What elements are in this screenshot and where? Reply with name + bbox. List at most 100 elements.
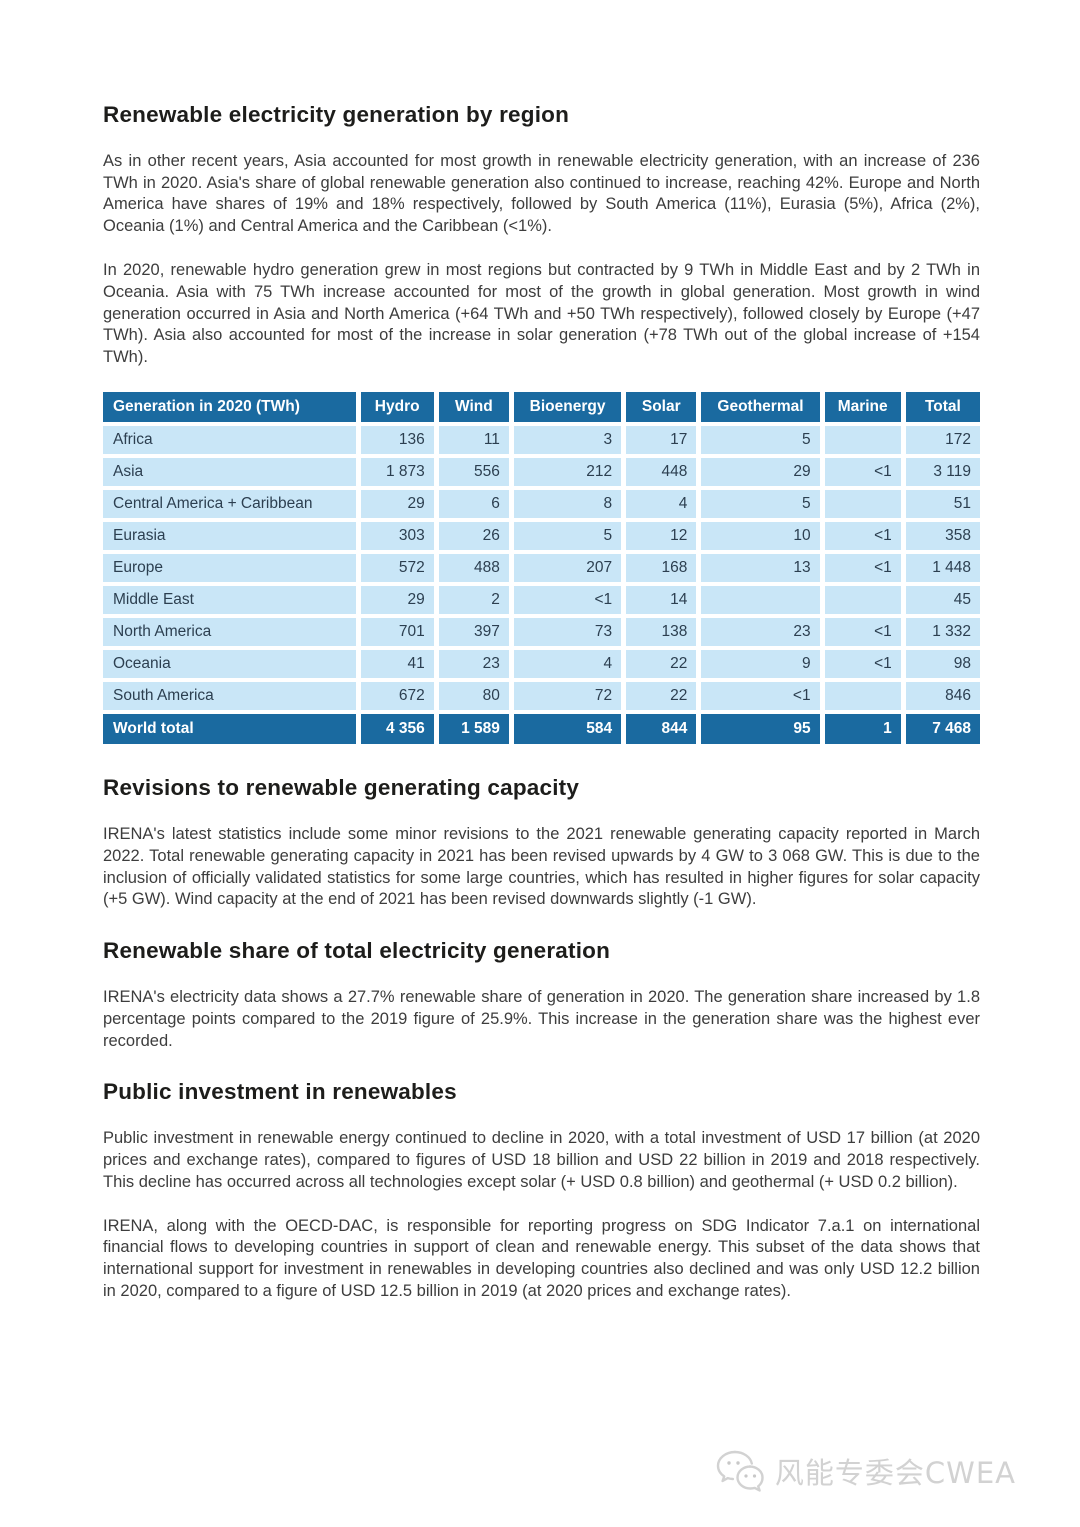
value-cell: 41: [360, 650, 434, 679]
value-cell: 448: [626, 458, 697, 487]
total-value-cell: 95: [701, 714, 820, 745]
value-cell: 138: [626, 618, 697, 647]
value-cell: 17: [626, 426, 697, 455]
column-header: Generation in 2020 (TWh): [103, 392, 356, 423]
column-header: Geothermal: [701, 392, 820, 423]
value-cell: [701, 586, 820, 615]
value-cell: 5: [701, 490, 820, 519]
value-cell: 22: [626, 650, 697, 679]
table-row: Asia 1 873 556 212 448 29 <1 3 119: [103, 458, 980, 487]
value-cell: 23: [438, 650, 509, 679]
table-row: Europe 572 488 207 168 13 <1 1 448: [103, 554, 980, 583]
value-cell: 98: [905, 650, 980, 679]
value-cell: 303: [360, 522, 434, 551]
value-cell: 672: [360, 682, 434, 711]
value-cell: 488: [438, 554, 509, 583]
value-cell: 26: [438, 522, 509, 551]
table-row: South America 672 80 72 22 <1 846: [103, 682, 980, 711]
table-row: Eurasia 303 26 5 12 10 <1 358: [103, 522, 980, 551]
value-cell: <1: [701, 682, 820, 711]
value-cell: 572: [360, 554, 434, 583]
region-cell: Europe: [103, 554, 356, 583]
value-cell: <1: [824, 458, 901, 487]
value-cell: <1: [824, 618, 901, 647]
wechat-icon: [715, 1449, 767, 1493]
value-cell: <1: [513, 586, 622, 615]
value-cell: [824, 682, 901, 711]
table-head: Generation in 2020 (TWh) Hydro Wind Bioener…: [103, 392, 980, 423]
value-cell: 136: [360, 426, 434, 455]
value-cell: 72: [513, 682, 622, 711]
region-cell: Middle East: [103, 586, 356, 615]
region-cell: Central America + Caribbean: [103, 490, 356, 519]
investment-paragraph-1: Public investment in renewable energy co…: [103, 1129, 980, 1191]
value-cell: 80: [438, 682, 509, 711]
region-cell: South America: [103, 682, 356, 711]
value-cell: 29: [360, 490, 434, 519]
section-heading-revisions: Revisions to renewable generating capaci…: [103, 775, 580, 801]
table-row: Oceania 41 23 4 22 9 <1 98: [103, 650, 980, 679]
generation-table-wrap: Generation in 2020 (TWh) Hydro Wind Bioener…: [103, 388, 980, 748]
value-cell: 3 119: [905, 458, 980, 487]
value-cell: 14: [626, 586, 697, 615]
table-total-row: World total 4 356 1 589 584 844 95 1 7 468: [103, 714, 980, 745]
revisions-paragraph: IRENA's latest statistics include some m…: [103, 824, 980, 909]
value-cell: 8: [513, 490, 622, 519]
column-header: Solar: [626, 392, 697, 423]
value-cell: 5: [701, 426, 820, 455]
watermark-text: 风能专委会CWEA: [774, 1456, 1016, 1490]
region-cell: Africa: [103, 426, 356, 455]
column-header: Bioenergy: [513, 392, 622, 423]
region-paragraph-2: In 2020, renewable hydro generation grew…: [103, 261, 980, 367]
value-cell: 10: [701, 522, 820, 551]
total-label-cell: World total: [103, 714, 356, 745]
value-cell: 11: [438, 426, 509, 455]
region-cell: Asia: [103, 458, 356, 487]
investment-paragraph-2: IRENA, along with the OECD-DAC, is respo…: [103, 1216, 980, 1301]
total-value-cell: 1: [824, 714, 901, 745]
column-header: Total: [905, 392, 980, 423]
value-cell: 45: [905, 586, 980, 615]
total-value-cell: 7 468: [905, 714, 980, 745]
value-cell: 29: [701, 458, 820, 487]
value-cell: 2: [438, 586, 509, 615]
value-cell: 12: [626, 522, 697, 551]
generation-table: Generation in 2020 (TWh) Hydro Wind Bioener…: [98, 388, 985, 748]
table-row: Central America + Caribbean 29 6 8 4 5 51: [103, 490, 980, 519]
value-cell: 13: [701, 554, 820, 583]
table-row: North America 701 397 73 138 23 <1 1 332: [103, 618, 980, 647]
value-cell: 51: [905, 490, 980, 519]
table-row: Africa 136 11 3 17 5 172: [103, 426, 980, 455]
value-cell: 207: [513, 554, 622, 583]
column-header: Wind: [438, 392, 509, 423]
section-heading-share: Renewable share of total electricity gen…: [103, 938, 611, 964]
value-cell: 3: [513, 426, 622, 455]
value-cell: 29: [360, 586, 434, 615]
value-cell: 5: [513, 522, 622, 551]
value-cell: 73: [513, 618, 622, 647]
value-cell: 172: [905, 426, 980, 455]
table-header-row: Generation in 2020 (TWh) Hydro Wind Bioener…: [103, 392, 980, 423]
total-value-cell: 1 589: [438, 714, 509, 745]
value-cell: 212: [513, 458, 622, 487]
value-cell: 1 448: [905, 554, 980, 583]
value-cell: [824, 586, 901, 615]
value-cell: 4: [513, 650, 622, 679]
value-cell: 23: [701, 618, 820, 647]
total-value-cell: 584: [513, 714, 622, 745]
watermark: 风能专委会CWEA: [715, 1449, 1016, 1493]
value-cell: 6: [438, 490, 509, 519]
value-cell: 701: [360, 618, 434, 647]
value-cell: 168: [626, 554, 697, 583]
value-cell: 846: [905, 682, 980, 711]
value-cell: <1: [824, 522, 901, 551]
table-body: Africa 136 11 3 17 5 172 Asia 1 873 556 212 448 29 <1…: [103, 426, 980, 745]
value-cell: [824, 426, 901, 455]
column-header: Hydro: [360, 392, 434, 423]
region-cell: Oceania: [103, 650, 356, 679]
share-paragraph: IRENA's electricity data shows a 27.7% r…: [103, 987, 980, 1050]
value-cell: <1: [824, 554, 901, 583]
value-cell: 22: [626, 682, 697, 711]
value-cell: 1 873: [360, 458, 434, 487]
page-content: Renewable electricity generation by regi…: [103, 102, 980, 1325]
